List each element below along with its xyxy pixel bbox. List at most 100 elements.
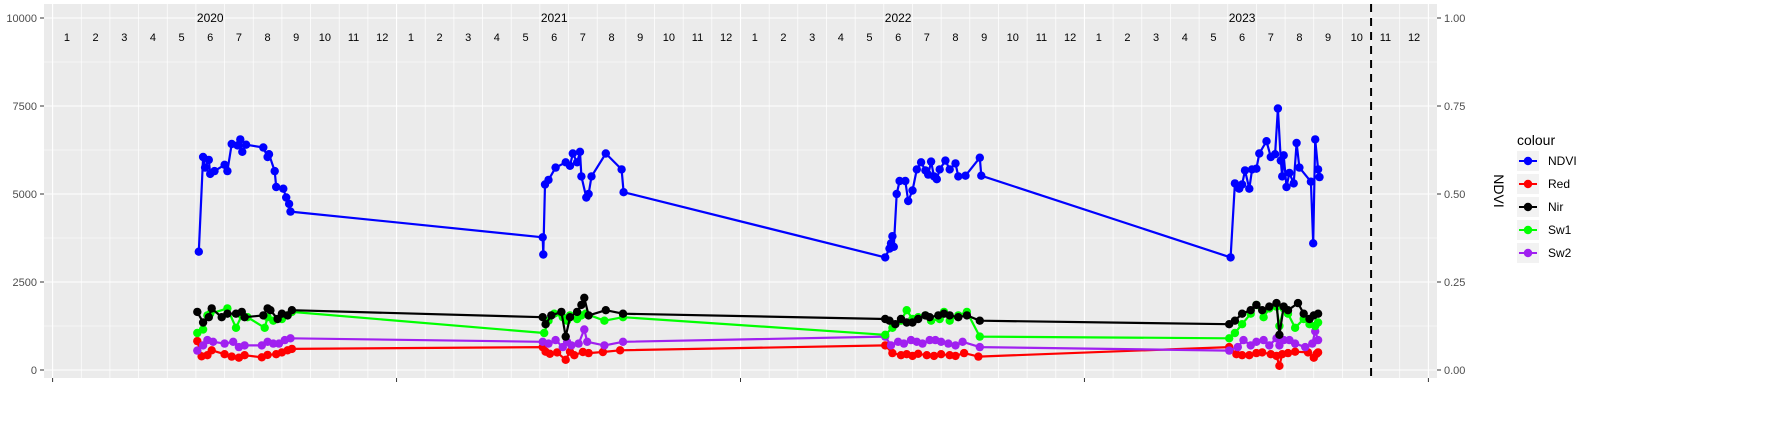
data-point: [932, 175, 941, 184]
data-point: [1313, 335, 1323, 345]
right-tick-label: 0.75: [1444, 101, 1465, 113]
month-label: 8: [952, 32, 958, 44]
data-point: [904, 196, 913, 206]
data-point: [570, 351, 579, 360]
data-point: [600, 316, 609, 325]
data-point: [1265, 341, 1274, 350]
month-label: 12: [376, 32, 388, 44]
month-label: 1: [1096, 32, 1102, 44]
data-point: [1301, 342, 1310, 352]
data-point: [886, 341, 896, 350]
legend-label: Sw2: [1548, 246, 1572, 260]
data-point: [193, 336, 202, 346]
data-point: [561, 355, 570, 364]
data-point: [584, 348, 593, 358]
month-label: 2: [780, 32, 786, 44]
data-point: [975, 153, 984, 162]
data-point: [975, 316, 984, 325]
data-point: [954, 313, 963, 322]
data-point: [881, 253, 890, 262]
data-point: [286, 207, 295, 216]
month-label: 11: [692, 32, 703, 44]
data-point: [1309, 239, 1318, 248]
left-tick-label: 10000: [6, 13, 37, 25]
data-point: [547, 311, 556, 320]
data-point: [538, 313, 547, 322]
year-label: 2022: [885, 11, 912, 25]
data-point: [888, 348, 897, 358]
month-label: 9: [293, 32, 299, 44]
data-point: [544, 175, 553, 185]
month-label: 9: [981, 32, 987, 44]
data-point: [1283, 306, 1293, 315]
data-point: [598, 347, 608, 357]
month-label: 10: [1351, 32, 1363, 44]
data-point: [204, 313, 213, 322]
data-point: [902, 318, 911, 327]
month-label: 3: [1153, 32, 1159, 44]
data-point: [572, 158, 582, 167]
month-label: 11: [348, 32, 359, 44]
data-point: [580, 293, 589, 302]
month-label: 1: [408, 32, 414, 44]
data-point: [540, 328, 549, 338]
left-tick-label: 2500: [13, 277, 37, 289]
data-point: [908, 186, 917, 195]
data-point: [1299, 309, 1308, 318]
month-label: 12: [720, 32, 732, 44]
year-label: 2023: [1229, 11, 1256, 25]
month-label: 7: [236, 32, 242, 44]
data-point: [617, 165, 626, 174]
data-point: [264, 150, 274, 159]
data-point: [1282, 182, 1291, 192]
data-point: [544, 339, 553, 348]
month-label: 11: [1036, 32, 1047, 44]
data-point: [961, 171, 970, 180]
data-point: [194, 247, 203, 256]
legend-title: colour: [1517, 132, 1555, 148]
month-label: 10: [1007, 32, 1019, 44]
data-point: [272, 182, 281, 192]
data-point: [220, 339, 229, 348]
data-point: [888, 232, 897, 241]
series-ndvi: [194, 104, 1324, 262]
month-label: 2: [436, 32, 442, 44]
data-point: [618, 309, 628, 318]
data-point: [259, 311, 268, 320]
data-point: [619, 188, 628, 197]
data-point: [574, 339, 583, 348]
data-point: [901, 176, 910, 186]
data-point: [1225, 346, 1234, 355]
data-point: [545, 349, 555, 358]
data-point: [977, 171, 986, 180]
data-point: [912, 165, 921, 174]
data-point: [551, 163, 560, 172]
month-label: 2: [1124, 32, 1130, 44]
month-label: 8: [608, 32, 614, 44]
data-point: [954, 172, 963, 181]
right-tick-label: 0.25: [1444, 277, 1465, 289]
data-point: [962, 311, 972, 320]
data-point: [1237, 309, 1247, 318]
bottom-axis: [52, 378, 1429, 382]
data-point: [945, 165, 954, 174]
left-axis: 0 2500 5000 7500 10000: [6, 13, 44, 377]
data-point: [892, 189, 901, 199]
data-point: [240, 341, 249, 350]
data-point: [925, 313, 934, 322]
data-point: [551, 335, 560, 345]
left-tick-label: 0: [31, 365, 37, 377]
data-point: [266, 306, 275, 315]
month-label: 4: [1182, 32, 1188, 44]
data-point: [210, 166, 219, 176]
data-point: [1245, 351, 1254, 360]
data-point: [223, 309, 232, 318]
data-point: [584, 311, 593, 320]
data-point: [231, 323, 241, 332]
right-tick-label: 0.50: [1444, 189, 1465, 201]
data-point: [198, 325, 208, 334]
data-point: [584, 189, 593, 199]
data-point: [1258, 348, 1267, 357]
data-point: [282, 193, 291, 202]
